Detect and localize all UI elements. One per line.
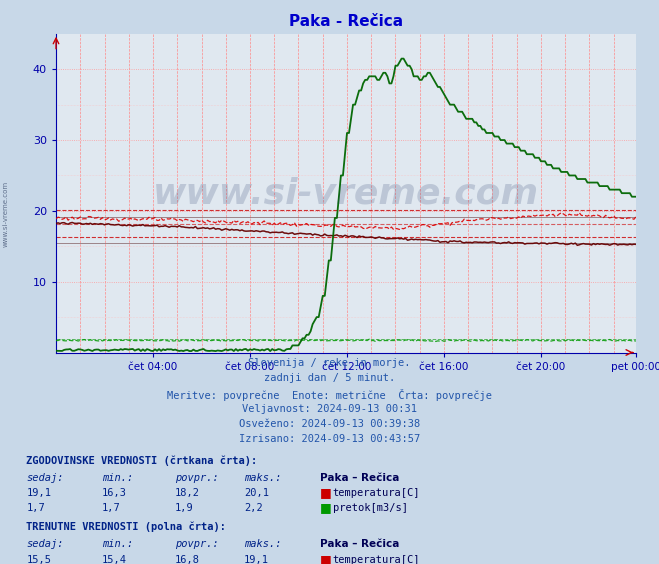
Text: maks.:: maks.: bbox=[244, 473, 281, 483]
Text: 15,5: 15,5 bbox=[26, 555, 51, 564]
Text: Osveženo: 2024-09-13 00:39:38: Osveženo: 2024-09-13 00:39:38 bbox=[239, 419, 420, 429]
Text: 1,7: 1,7 bbox=[26, 503, 45, 513]
Text: temperatura[C]: temperatura[C] bbox=[333, 488, 420, 499]
Text: sedaj:: sedaj: bbox=[26, 539, 64, 549]
Text: povpr.:: povpr.: bbox=[175, 539, 218, 549]
Text: 1,9: 1,9 bbox=[175, 503, 193, 513]
Text: Slovenija / reke in morje.: Slovenija / reke in morje. bbox=[248, 358, 411, 368]
Text: 19,1: 19,1 bbox=[26, 488, 51, 499]
Text: ■: ■ bbox=[320, 553, 331, 564]
Text: 18,2: 18,2 bbox=[175, 488, 200, 499]
Text: temperatura[C]: temperatura[C] bbox=[333, 555, 420, 564]
Text: 16,3: 16,3 bbox=[102, 488, 127, 499]
Text: povpr.:: povpr.: bbox=[175, 473, 218, 483]
Text: maks.:: maks.: bbox=[244, 539, 281, 549]
Text: 2,2: 2,2 bbox=[244, 503, 262, 513]
Text: www.si-vreme.com: www.si-vreme.com bbox=[2, 181, 9, 248]
Text: min.:: min.: bbox=[102, 539, 133, 549]
Text: zadnji dan / 5 minut.: zadnji dan / 5 minut. bbox=[264, 373, 395, 384]
Text: ZGODOVINSKE VREDNOSTI (črtkana črta):: ZGODOVINSKE VREDNOSTI (črtkana črta): bbox=[26, 455, 258, 466]
Text: www.si-vreme.com: www.si-vreme.com bbox=[153, 176, 539, 210]
Text: sedaj:: sedaj: bbox=[26, 473, 64, 483]
Text: 19,1: 19,1 bbox=[244, 555, 269, 564]
Text: 1,7: 1,7 bbox=[102, 503, 121, 513]
Text: 16,8: 16,8 bbox=[175, 555, 200, 564]
Text: Izrisano: 2024-09-13 00:43:57: Izrisano: 2024-09-13 00:43:57 bbox=[239, 434, 420, 444]
Text: TRENUTNE VREDNOSTI (polna črta):: TRENUTNE VREDNOSTI (polna črta): bbox=[26, 522, 226, 532]
Text: ■: ■ bbox=[320, 486, 331, 499]
Text: 20,1: 20,1 bbox=[244, 488, 269, 499]
Text: min.:: min.: bbox=[102, 473, 133, 483]
Text: Meritve: povprečne  Enote: metrične  Črta: povprečje: Meritve: povprečne Enote: metrične Črta:… bbox=[167, 389, 492, 400]
Text: Paka – Rečica: Paka – Rečica bbox=[320, 473, 399, 483]
Text: Paka – Rečica: Paka – Rečica bbox=[320, 539, 399, 549]
Text: ■: ■ bbox=[320, 501, 331, 514]
Text: 15,4: 15,4 bbox=[102, 555, 127, 564]
Text: Veljavnost: 2024-09-13 00:31: Veljavnost: 2024-09-13 00:31 bbox=[242, 404, 417, 414]
Title: Paka - Rečica: Paka - Rečica bbox=[289, 14, 403, 29]
Text: pretok[m3/s]: pretok[m3/s] bbox=[333, 503, 408, 513]
